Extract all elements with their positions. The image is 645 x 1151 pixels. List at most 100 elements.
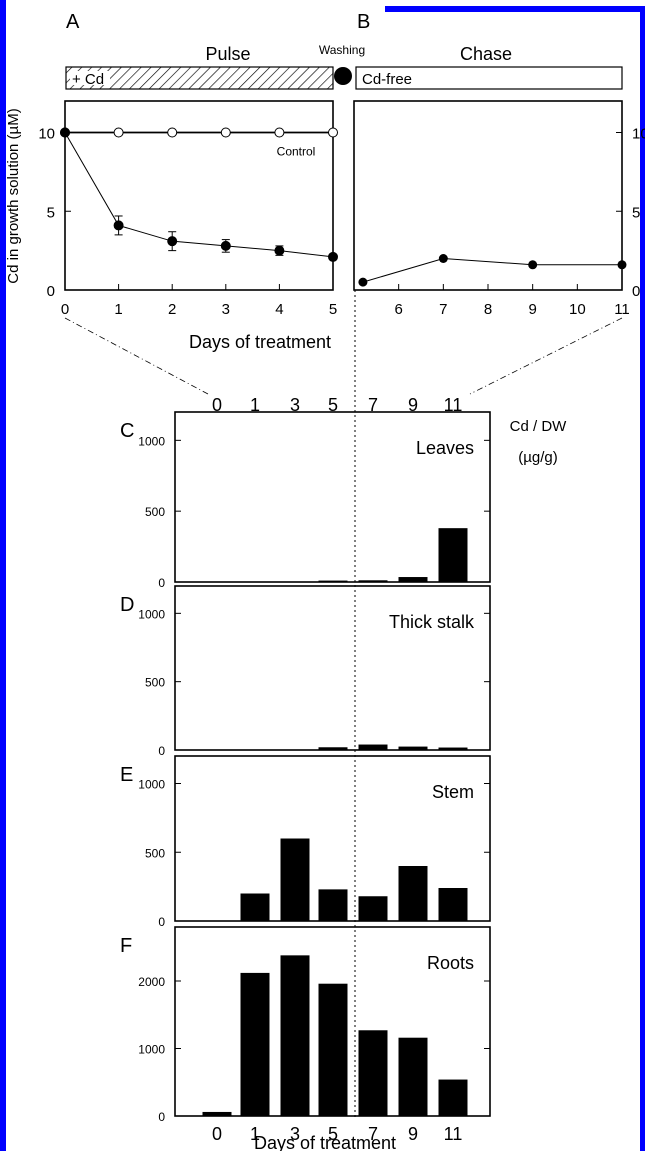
panel-a-series-line <box>64 132 334 258</box>
panel-e-bar <box>438 888 468 921</box>
control-series-label: Control <box>277 145 316 159</box>
panel-b-ytick-label: 10 <box>632 126 645 143</box>
panel-d-bar <box>438 747 468 750</box>
panel-b-xtick-label: 6 <box>394 301 402 318</box>
panel-f-bar <box>280 955 310 1116</box>
panel-e-ytick-label: 1000 <box>138 778 165 792</box>
panel-b: 6 7 8 9 10 110 5 10 <box>353 100 645 318</box>
panel-c-bar <box>438 528 468 582</box>
cd-free-label: Cd-free <box>362 71 412 88</box>
bottom-tick-label: 0 <box>212 1124 222 1144</box>
panel-e-bar <box>398 866 428 921</box>
panel-a-data-point <box>328 251 338 262</box>
panel-a-xtick-label: 5 <box>329 301 337 318</box>
panel-a-ytick-label: 10 <box>38 126 55 143</box>
panel-d-frame <box>174 585 491 751</box>
panel-b-ytick-label: 0 <box>632 283 640 300</box>
panel-a-control-point <box>328 127 338 138</box>
unit-label-line1: Cd / DW <box>510 418 568 435</box>
panel-b-data-point <box>438 254 448 263</box>
connector-left <box>64 317 209 395</box>
panel-f-bar <box>398 1037 428 1116</box>
washing-dot <box>334 67 352 85</box>
top-tick-label: 1 <box>250 395 260 415</box>
panel-f-title: Roots <box>427 953 474 973</box>
panel-a-control-point <box>274 127 285 138</box>
panel-letter-e: E <box>120 764 133 786</box>
washing-label: Washing <box>319 43 365 57</box>
panel-f-bar <box>358 1030 388 1116</box>
panel-d-bar <box>398 746 428 750</box>
panel-c-ytick-label: 1000 <box>138 434 165 448</box>
panel-e-title: Stem <box>432 782 474 802</box>
top-tick-label: 5 <box>328 395 338 415</box>
panel-e-bar <box>318 889 348 921</box>
panel-b-ytick-label: 5 <box>632 204 640 221</box>
panel-letter-c: C <box>120 420 134 442</box>
bottom-tick-label: 5 <box>328 1124 338 1144</box>
bottom-tick-label: 3 <box>290 1124 300 1144</box>
panel-d-title: Thick stalk <box>389 612 475 632</box>
panel-a-xtick-label: 4 <box>275 301 283 318</box>
panel-b-xtick-label: 10 <box>569 301 586 318</box>
panel-d: 0 500 1000 Thick stalk D <box>120 585 491 758</box>
panel-d-ytick-label: 500 <box>145 676 165 690</box>
panel-a-xtick-label: 3 <box>222 301 230 318</box>
panel-letter-b: B <box>357 11 370 33</box>
panel-a-xlabel: Days of treatment <box>189 332 331 352</box>
panel-c-bar <box>318 580 348 582</box>
panel-e-ytick-label: 0 <box>158 915 165 929</box>
panel-a-data-point <box>113 220 124 231</box>
panel-a-xtick-label: 0 <box>61 301 69 318</box>
panel-c: 0 500 1000 Leaves C <box>120 411 491 590</box>
panel-c-title: Leaves <box>416 438 474 458</box>
top-tick-label: 9 <box>408 395 418 415</box>
panel-a-data-point <box>60 127 70 138</box>
panel-f-bar <box>318 983 348 1116</box>
panel-f-ytick-label: 0 <box>158 1110 165 1124</box>
bar-xlabel: Days of treatment <box>254 1133 396 1151</box>
panel-e: 0 500 1000 Stem E <box>120 755 491 929</box>
top-tick-label: 7 <box>368 395 378 415</box>
panel-b-xtick-label: 9 <box>528 301 536 318</box>
panel-b-series-line <box>362 257 622 283</box>
cd-bar-label: + Cd <box>72 71 104 88</box>
panel-d-ytick-label: 1000 <box>138 607 165 621</box>
panel-f-ytick-label: 2000 <box>138 975 165 989</box>
panel-c-bar <box>398 577 428 582</box>
panel-e-ytick-label: 500 <box>145 846 165 860</box>
top-tick-label: 3 <box>290 395 300 415</box>
panel-a-xtick-label: 2 <box>168 301 176 318</box>
panel-f: 0 1000 2000 Roots F <box>120 926 491 1124</box>
panel-f-ytick-label: 1000 <box>138 1043 165 1057</box>
panel-b-xtick-label: 8 <box>484 301 492 318</box>
panel-f-bar <box>438 1079 468 1116</box>
panel-d-bar <box>358 744 388 750</box>
panel-a-ytick-label: 5 <box>47 204 55 221</box>
chase-label: Chase <box>460 44 512 64</box>
unit-label-line2: (µg/g) <box>518 449 558 466</box>
panel-a-data-point <box>274 245 285 256</box>
frame-left <box>0 0 6 1151</box>
bottom-tick-label: 1 <box>250 1124 260 1144</box>
connector-right <box>469 317 623 395</box>
panel-b-xtick-label: 7 <box>439 301 447 318</box>
frame-right <box>640 6 645 1151</box>
panel-a-ytick-label: 0 <box>47 283 55 300</box>
cd-free-bar <box>355 66 623 90</box>
panel-letter-a: A <box>66 11 80 33</box>
bottom-tick-label: 9 <box>408 1124 418 1144</box>
bottom-tick-label: 7 <box>368 1124 378 1144</box>
panel-e-bar <box>240 893 270 921</box>
top-tick-label: 0 <box>212 395 222 415</box>
panel-c-ytick-label: 0 <box>158 576 165 590</box>
cd-label-bg <box>70 71 110 85</box>
cd-treatment-bar <box>65 66 334 90</box>
panel-letter-d: D <box>120 594 134 616</box>
frame-top <box>385 6 645 12</box>
panel-b-data-point <box>528 260 538 270</box>
panel-c-bar <box>358 580 388 582</box>
panel-a-control-point <box>167 127 178 138</box>
panel-f-bar <box>240 972 270 1116</box>
